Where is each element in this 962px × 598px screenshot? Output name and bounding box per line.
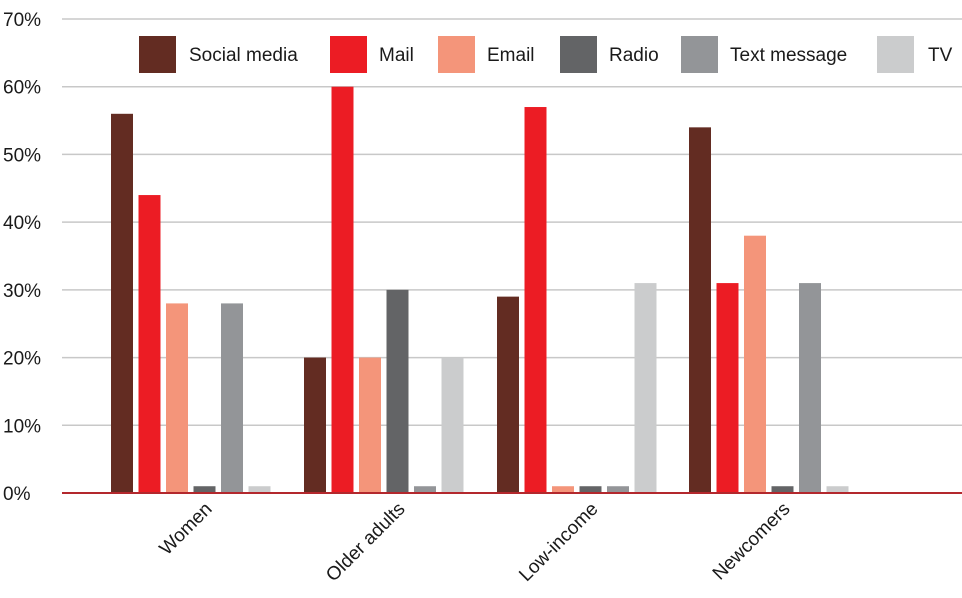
legend-label-email: Email: [487, 45, 535, 66]
x-tick-label: Newcomers: [709, 499, 795, 585]
legend-label-social-media: Social media: [189, 45, 298, 66]
legend-label-mail: Mail: [379, 45, 414, 66]
legend: Social media Mail Email Radio Text message TV: [128, 28, 962, 80]
y-tick-label: 40%: [3, 213, 41, 234]
y-tick-label: 60%: [3, 78, 41, 99]
bar-radio-women: [193, 486, 216, 493]
bar-social-media-older-adults: [304, 357, 326, 493]
bar-tv-low-income: [634, 283, 657, 493]
bar-email-women: [166, 303, 188, 493]
x-axis-labels: Women Older adults Low-income Newcomers: [156, 499, 795, 586]
y-axis-ticks: 0% 10% 20% 30% 40% 50% 60% 70%: [3, 10, 41, 505]
bar-radio-low-income: [579, 486, 602, 493]
gridlines: [62, 18, 962, 427]
legend-label-tv: TV: [928, 45, 953, 66]
bar-email-older-adults: [359, 357, 381, 493]
y-tick-label: 10%: [3, 416, 41, 437]
y-tick-label: 20%: [3, 349, 41, 370]
bar-text-message-older-adults: [414, 486, 436, 493]
x-tick-label: Older adults: [322, 499, 409, 586]
bar-tv-older-adults: [441, 357, 464, 493]
legend-swatch-text-message: [681, 36, 718, 73]
legend-label-text-message: Text message: [730, 45, 847, 66]
bar-social-media-women: [111, 113, 133, 494]
legend-swatch-tv: [877, 36, 914, 73]
bar-mail-older-adults: [331, 86, 354, 493]
legend-swatch-social-media: [139, 36, 176, 73]
bar-radio-newcomers: [771, 486, 794, 493]
bar-social-media-newcomers: [689, 127, 711, 493]
x-tick-label: Low-income: [515, 499, 602, 586]
y-tick-label: 0%: [3, 484, 31, 505]
bar-email-newcomers: [744, 235, 766, 493]
bar-social-media-low-income: [497, 296, 519, 493]
legend-swatch-radio: [560, 36, 597, 73]
legend-label-radio: Radio: [609, 45, 659, 66]
bar-radio-older-adults: [386, 289, 409, 493]
bar-mail-low-income: [524, 107, 547, 494]
bar-text-message-newcomers: [799, 283, 821, 493]
bar-mail-newcomers: [716, 283, 739, 493]
y-tick-label: 70%: [3, 10, 41, 31]
bar-tv-newcomers: [826, 486, 849, 493]
legend-swatch-email: [438, 36, 475, 73]
y-tick-label: 30%: [3, 281, 41, 302]
bar-mail-women: [138, 195, 161, 494]
bars: [111, 86, 849, 494]
legend-swatch-mail: [330, 36, 367, 73]
bar-tv-women: [248, 486, 271, 493]
x-tick-label: Women: [156, 499, 217, 560]
y-tick-label: 50%: [3, 145, 41, 166]
legend-background: [128, 28, 962, 80]
bar-email-low-income: [552, 486, 574, 493]
bar-text-message-women: [221, 303, 243, 493]
bar-text-message-low-income: [607, 486, 629, 493]
